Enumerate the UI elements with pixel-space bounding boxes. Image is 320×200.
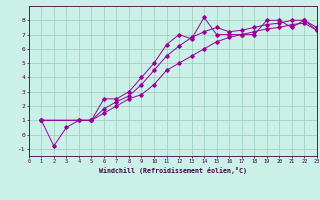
- X-axis label: Windchill (Refroidissement éolien,°C): Windchill (Refroidissement éolien,°C): [99, 167, 247, 174]
